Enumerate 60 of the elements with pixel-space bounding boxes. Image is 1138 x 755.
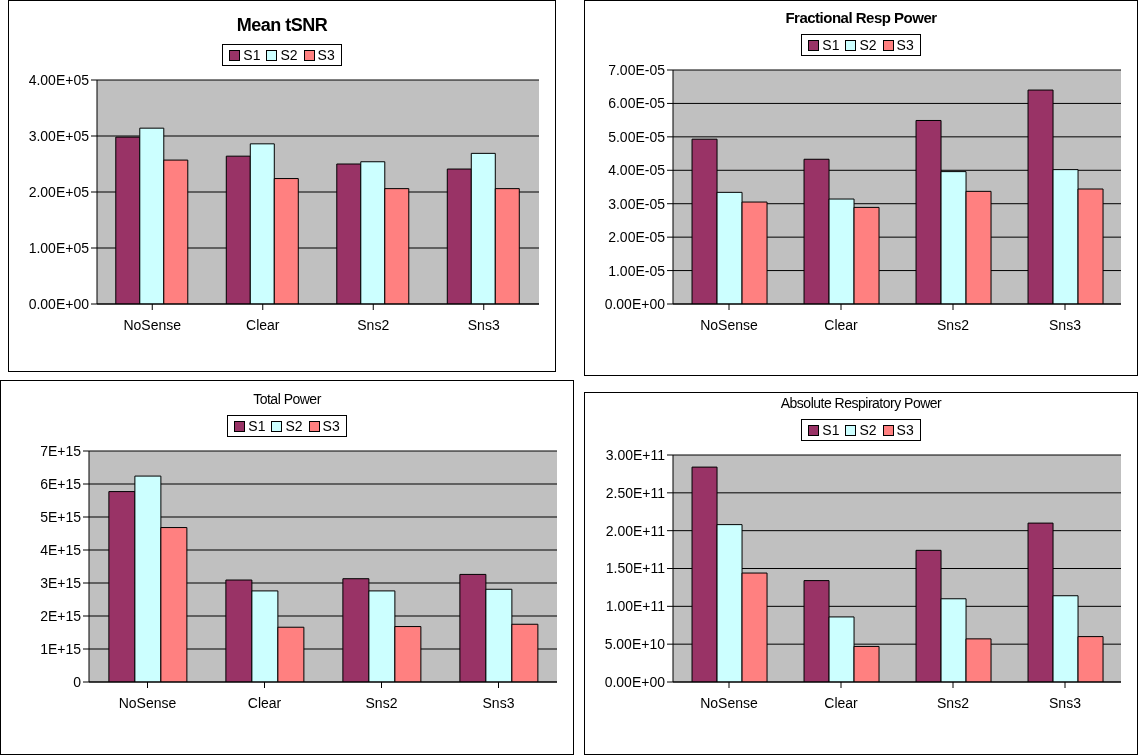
legend-label: S2: [859, 422, 877, 438]
y-tick-label: 6.00E-05: [608, 95, 666, 112]
y-tick-label: 3.00E+05: [28, 127, 90, 144]
y-tick-label: 0.00E+00: [604, 295, 666, 312]
legend-label: S3: [322, 418, 340, 434]
x-tick-label: NoSense: [118, 694, 177, 711]
y-tick-label: 1.00E+11: [605, 598, 666, 615]
x-tick-label: Clear: [824, 316, 859, 333]
legend-label: S1: [243, 47, 261, 63]
chart-title: Absolute Respiratory Power: [779, 395, 943, 411]
chart-title: Mean tSNR: [235, 15, 329, 36]
x-tick-label: Sns3: [467, 316, 500, 333]
x-tick-label: Sns2: [357, 316, 390, 333]
legend-label: S1: [822, 37, 840, 53]
y-tick-label: 0.00E+00: [28, 295, 90, 312]
y-tick-label: 0: [73, 673, 82, 690]
chart-title: Fractional Resp Power: [784, 9, 938, 26]
y-tick-label: 4.00E+05: [28, 71, 90, 88]
legend-label: S3: [896, 37, 914, 53]
legend-label: S2: [280, 47, 298, 63]
y-tick-label: 1.00E-05: [608, 262, 666, 279]
y-tick-label: 0.00E+00: [604, 673, 666, 690]
x-tick-label: Sns2: [937, 694, 970, 711]
x-tick-label: Sns3: [1049, 316, 1082, 333]
x-tick-label: Clear: [246, 316, 280, 333]
x-tick-label: Sns2: [365, 694, 398, 711]
y-tick-label: 2E+15: [40, 607, 82, 624]
x-tick-label: Sns3: [1049, 694, 1082, 711]
y-tick-label: 4E+15: [40, 541, 82, 558]
y-tick-label: 1E+15: [40, 640, 82, 657]
y-tick-label: 5.00E+10: [604, 636, 666, 653]
y-tick-label: 6E+15: [40, 475, 82, 492]
legend-label: S1: [822, 422, 840, 438]
y-tick-label: 3.00E+11: [605, 446, 666, 463]
legend-label: S2: [285, 418, 303, 434]
x-tick-label: NoSense: [123, 316, 182, 333]
x-tick-label: Clear: [824, 694, 859, 711]
x-tick-label: Sns3: [482, 694, 515, 711]
y-tick-label: 2.00E-05: [608, 229, 666, 246]
x-tick-label: Sns2: [937, 316, 970, 333]
y-tick-label: 4.00E-05: [608, 162, 666, 179]
y-tick-label: 2.00E+05: [28, 183, 90, 200]
legend-label: S1: [248, 418, 266, 434]
y-tick-label: 1.00E+05: [28, 239, 90, 256]
y-tick-label: 3E+15: [40, 574, 82, 591]
y-tick-label: 7E+15: [40, 442, 82, 459]
y-tick-label: 7.00E-05: [608, 61, 666, 78]
legend-label: S2: [859, 37, 877, 53]
x-tick-label: NoSense: [700, 316, 759, 333]
y-tick-label: 2.00E+11: [605, 522, 666, 539]
y-tick-label: 5.00E-05: [608, 128, 666, 145]
y-tick-label: 5E+15: [40, 508, 82, 525]
y-tick-label: 3.00E-05: [608, 195, 666, 212]
legend-label: S3: [317, 47, 335, 63]
y-tick-label: 1.50E+11: [605, 560, 666, 577]
legend-label: S3: [896, 422, 914, 438]
y-tick-label: 2.50E+11: [605, 484, 666, 501]
x-tick-label: NoSense: [700, 694, 759, 711]
chart-title: Total Power: [252, 391, 323, 407]
x-tick-label: Clear: [247, 694, 282, 711]
